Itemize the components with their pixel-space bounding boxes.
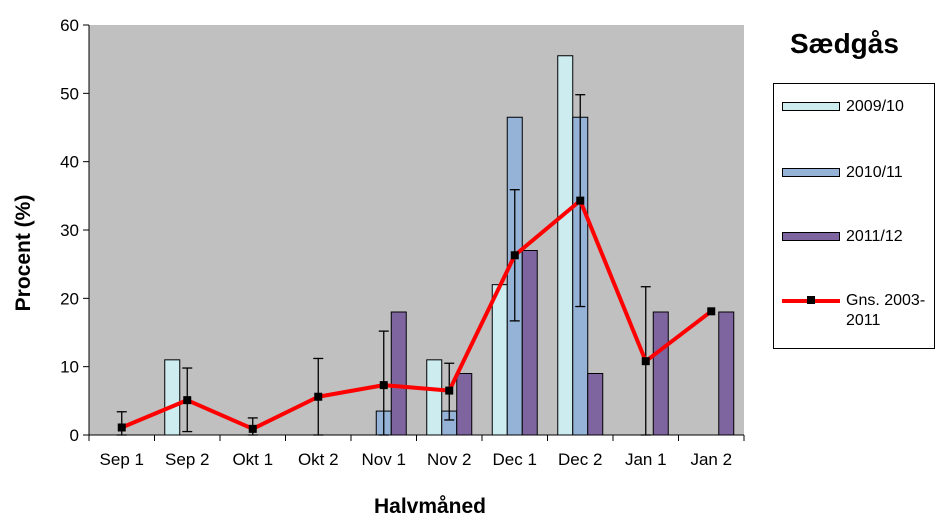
x-tick-label: Sep 1 — [100, 450, 144, 469]
y-tick-label: 20 — [60, 289, 79, 308]
average-marker-5 — [445, 386, 454, 395]
x-tick-label: Nov 2 — [427, 450, 471, 469]
average-line-layer — [117, 196, 716, 433]
x-axis-title: Halvmåned — [374, 495, 486, 518]
average-marker-7 — [576, 196, 585, 205]
bar-2011-12-9 — [718, 311, 735, 436]
x-tick-label: Sep 2 — [165, 450, 209, 469]
bar-2011-12-5 — [456, 373, 473, 436]
y-tick-label: 40 — [60, 153, 79, 172]
chart-title: Sædgås — [790, 28, 899, 59]
legend-label: 2009/10 — [846, 98, 904, 115]
average-line — [120, 198, 713, 431]
bar-2011-12-4 — [390, 311, 407, 436]
x-tick-label: Jan 2 — [690, 450, 732, 469]
bar-2011-12-8 — [652, 311, 669, 436]
y-axis-title: Procent (%) — [12, 195, 35, 312]
legend-label: 2010/11 — [846, 164, 903, 181]
y-tick-labels: 0 10 20 30 40 50 60 — [60, 16, 79, 445]
x-tick-label: Jan 1 — [625, 450, 667, 469]
plot-area — [89, 25, 744, 435]
average-marker-9 — [707, 307, 716, 316]
average-marker-3 — [314, 392, 323, 401]
average-marker-6 — [510, 251, 519, 260]
bar-2009-10-7 — [557, 55, 574, 436]
x-tick-label: Dec 2 — [558, 450, 602, 469]
bar-2009-10-1 — [164, 359, 181, 436]
legend-swatch-2009-10 — [782, 102, 840, 111]
bar-2011-12-6 — [521, 250, 538, 436]
legend-swatch-2010-11 — [782, 168, 840, 177]
average-marker-0 — [117, 423, 126, 432]
average-marker-8 — [641, 357, 650, 366]
x-tick-labels: Sep 1 Sep 2 Okt 1 Okt 2 Nov 1 Nov 2 Dec 1 Dec 2… — [100, 450, 733, 469]
axes-layer — [83, 24, 745, 441]
average-marker-4 — [379, 381, 388, 390]
y-tick-label: 10 — [60, 358, 79, 377]
bar-2011-12-7 — [587, 373, 604, 436]
legend-swatch-marker — [807, 296, 815, 304]
legend-swatch-2011-12 — [782, 232, 840, 241]
x-tick-label: Okt 2 — [298, 450, 339, 469]
y-tick-label: 30 — [60, 221, 79, 240]
x-tick-label: Dec 1 — [493, 450, 537, 469]
legend-label: Gns. 2003- 2011 — [846, 292, 926, 329]
y-tick-label: 60 — [60, 16, 79, 35]
bar-2009-10-6 — [491, 284, 508, 436]
average-marker-1 — [183, 396, 192, 405]
legend-label: 2011/12 — [846, 228, 903, 245]
x-tick-label: Nov 1 — [362, 450, 406, 469]
bar-2009-10-5 — [426, 359, 443, 436]
x-tick-label: Okt 1 — [232, 450, 273, 469]
y-tick-label: 50 — [60, 84, 79, 103]
y-tick-label: 0 — [70, 426, 79, 445]
legend: 2009/10 2010/11 2011/12 Gns. 2003- 2011 — [773, 83, 935, 349]
average-marker-2 — [248, 424, 257, 433]
